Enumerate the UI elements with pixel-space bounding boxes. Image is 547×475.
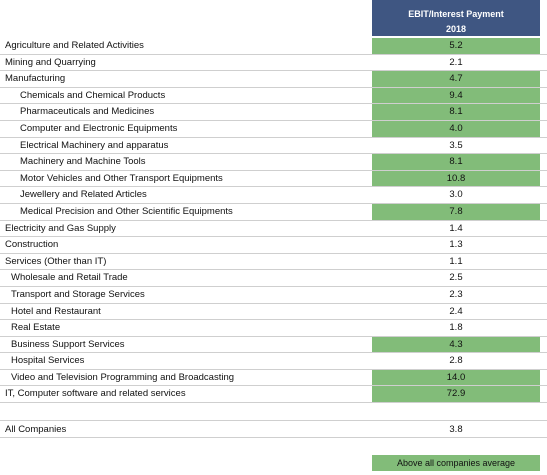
row-value: 3.0 xyxy=(449,189,463,201)
row-label: Real Estate xyxy=(11,322,61,334)
row-value: 8.1 xyxy=(372,154,540,170)
row-label: Pharmaceuticals and Medicines xyxy=(20,106,155,118)
row-label: Electricity and Gas Supply xyxy=(5,222,116,234)
row-spacer xyxy=(0,403,547,422)
table-row: Jewellery and Related Articles 3.0 xyxy=(0,187,547,204)
table-row: Electrical Machinery and apparatus 3.5 xyxy=(0,138,547,155)
row-value: 2.4 xyxy=(449,305,463,317)
row-value: 2.5 xyxy=(449,272,463,284)
row-label: Business Support Services xyxy=(11,338,125,350)
row-label: IT, Computer software and related servic… xyxy=(5,388,186,400)
table-row: Wholesale and Retail Trade 2.5 xyxy=(0,270,547,287)
table-row: Machinery and Machine Tools 8.1 xyxy=(0,154,547,171)
row-value: 2.8 xyxy=(449,355,463,367)
table-row: Construction 1.3 xyxy=(0,237,547,254)
table-row: Mining and Quarrying 2.1 xyxy=(0,55,547,72)
table-header: EBIT/Interest Payment 2018 xyxy=(0,0,547,38)
table-row: Manufacturing 4.7 xyxy=(0,71,547,88)
row-label: Wholesale and Retail Trade xyxy=(11,272,128,284)
row-value: 2.3 xyxy=(449,288,463,300)
row-value: 4.3 xyxy=(372,336,540,353)
total-value: 3.8 xyxy=(449,424,463,436)
row-label: Jewellery and Related Articles xyxy=(20,189,147,201)
row-label: Electrical Machinery and apparatus xyxy=(20,139,169,151)
row-value: 72.9 xyxy=(372,386,540,403)
row-label: Medical Precision and Other Scientific E… xyxy=(20,205,233,217)
row-value: 1.1 xyxy=(449,255,463,267)
row-value: 7.8 xyxy=(372,203,540,220)
table-row: Electricity and Gas Supply 1.4 xyxy=(0,221,547,238)
table-row: Real Estate 1.8 xyxy=(0,320,547,337)
row-label: Transport and Storage Services xyxy=(11,288,145,300)
table-row: Agriculture and Related Activities 5.2 xyxy=(0,38,547,55)
table-row: Video and Television Programming and Bro… xyxy=(0,369,547,387)
metric-header: EBIT/Interest Payment xyxy=(408,9,504,19)
year-header: 2018 xyxy=(445,24,467,34)
row-value: 1.4 xyxy=(449,222,463,234)
table-row: Services (Other than IT) 1.1 xyxy=(0,254,547,271)
row-label: Computer and Electronic Equipments xyxy=(20,122,178,134)
row-value: 10.8 xyxy=(372,170,540,187)
table-row: Computer and Electronic Equipments 4.0 xyxy=(0,120,547,138)
table-row: Chemicals and Chemical Products 9.4 xyxy=(0,87,547,105)
data-table: Agriculture and Related Activities 5.2 Mi… xyxy=(0,38,547,439)
row-value: 9.4 xyxy=(372,87,540,104)
table-row: Motor Vehicles and Other Transport Equip… xyxy=(0,170,547,188)
row-value: 4.7 xyxy=(372,71,540,87)
row-label: Agriculture and Related Activities xyxy=(5,40,144,51)
row-value: 2.1 xyxy=(449,56,463,68)
column-header: EBIT/Interest Payment 2018 xyxy=(372,0,540,36)
row-value: 14.0 xyxy=(372,369,540,386)
table-row: IT, Computer software and related servic… xyxy=(0,386,547,404)
row-label: Machinery and Machine Tools xyxy=(20,156,146,168)
legend-highlight: Above all companies average xyxy=(372,455,540,471)
total-row: All Companies 3.8 xyxy=(0,421,547,439)
row-value: 4.0 xyxy=(372,120,540,137)
row-label: Manufacturing xyxy=(5,73,66,85)
row-label: Motor Vehicles and Other Transport Equip… xyxy=(20,172,223,184)
row-value: 1.8 xyxy=(449,322,463,334)
row-label: Hospital Services xyxy=(11,355,85,367)
table-row: Hotel and Restaurant 2.4 xyxy=(0,304,547,321)
row-value: 5.2 xyxy=(372,38,540,54)
row-value: 8.1 xyxy=(372,104,540,120)
table-row: Transport and Storage Services 2.3 xyxy=(0,287,547,304)
row-label: Video and Television Programming and Bro… xyxy=(11,371,235,383)
row-label: Mining and Quarrying xyxy=(5,56,96,68)
row-label: Chemicals and Chemical Products xyxy=(20,89,166,101)
row-value: 1.3 xyxy=(449,239,463,251)
row-label: Services (Other than IT) xyxy=(5,255,107,267)
row-value: 3.5 xyxy=(449,139,463,151)
table-row: Pharmaceuticals and Medicines 8.1 xyxy=(0,104,547,121)
row-label: Construction xyxy=(5,239,59,251)
total-label: All Companies xyxy=(5,424,67,436)
table-row: Hospital Services 2.8 xyxy=(0,353,547,370)
table-row: Medical Precision and Other Scientific E… xyxy=(0,203,547,221)
row-label: Hotel and Restaurant xyxy=(11,305,101,317)
table-row: Business Support Services 4.3 xyxy=(0,336,547,354)
